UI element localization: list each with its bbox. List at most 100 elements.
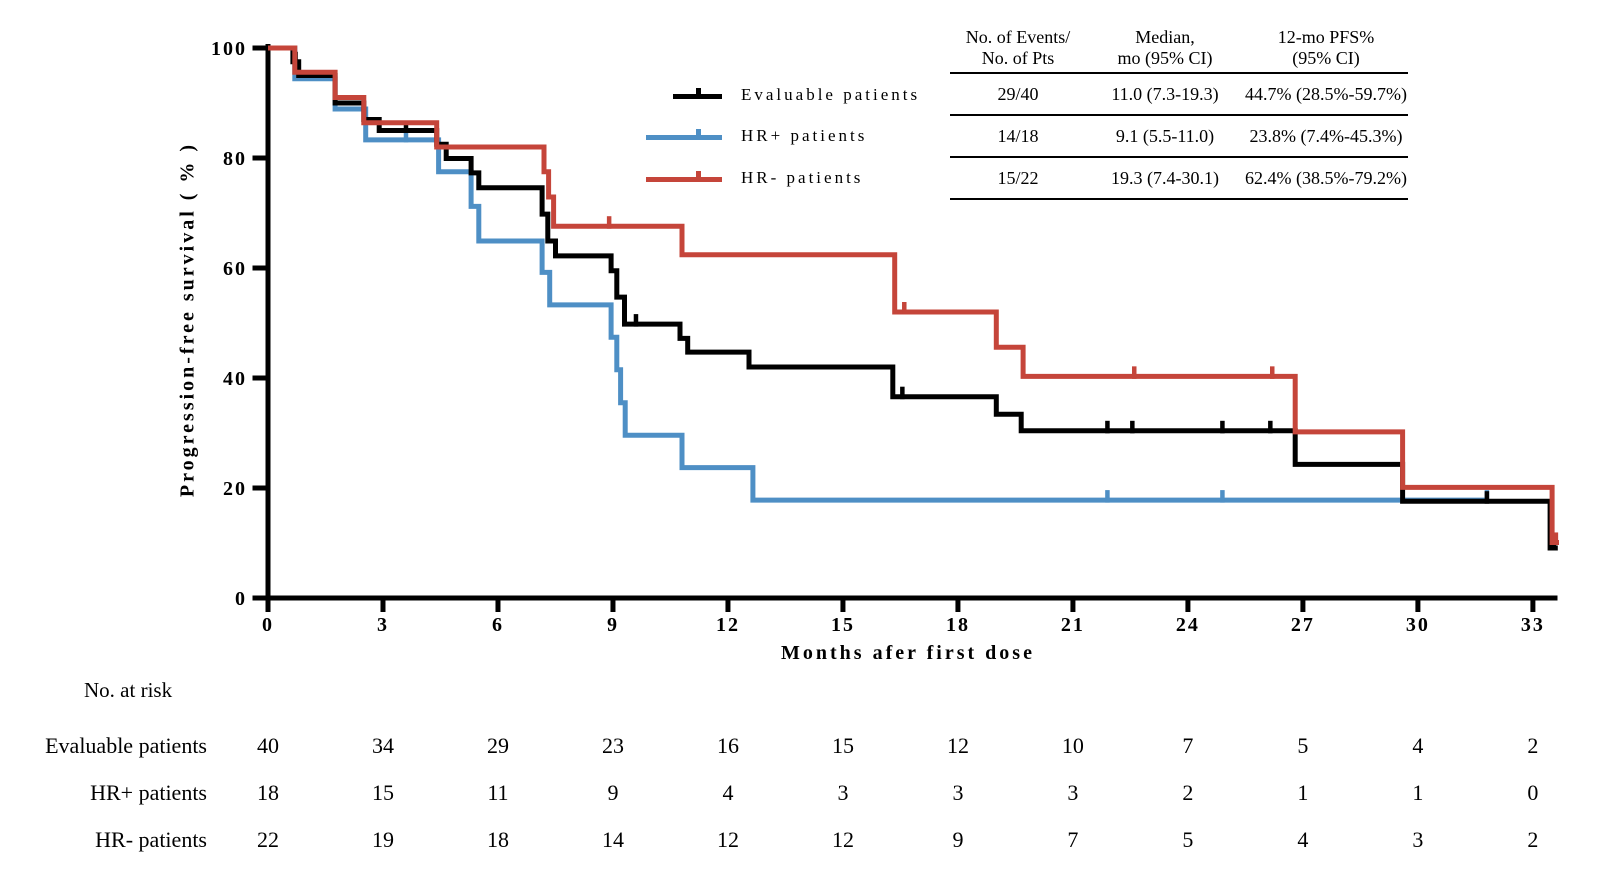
risk-count: 19 (371, 827, 394, 852)
x-tick (1530, 600, 1536, 612)
risk-count: 14 (601, 827, 624, 852)
x-tick-label: 12 (716, 614, 740, 636)
stats-row-hr-plus: 14/18 9.1 (5.5-11.0) 23.8% (7.4%-45.3%) (950, 116, 1408, 158)
risk-count: 3 (952, 780, 964, 805)
risk-count: 40 (257, 733, 279, 758)
risk-count: 3 (837, 780, 849, 805)
x-tick (610, 600, 616, 612)
risk-count: 16 (716, 733, 739, 758)
x-tick (1300, 600, 1306, 612)
x-axis-label: Months afer first dose (781, 642, 1035, 664)
risk-count: 7 (1182, 733, 1194, 758)
legend-line-sample-red (646, 170, 722, 186)
risk-count: 4 (1412, 733, 1424, 758)
risk-count: 22 (257, 827, 279, 852)
censor-tick (1220, 490, 1225, 503)
y-tick-label: 80 (223, 148, 247, 170)
stats-col-median: Median, mo (95% CI) (1086, 27, 1244, 69)
y-tick (252, 265, 266, 271)
stats-cell: 9.1 (5.5-11.0) (1115, 125, 1215, 146)
y-axis-label: Progression-free survival ( % ) (176, 141, 199, 498)
km-curve-hr--patients (268, 45, 1559, 545)
risk-count: 12 (831, 827, 854, 852)
y-tick-label: 40 (223, 368, 247, 390)
risk-count: 2 (1527, 733, 1539, 758)
x-tick (725, 600, 731, 612)
stats-col-median-line2: mo (95% CI) (1117, 48, 1213, 68)
y-tick-label: 100 (211, 38, 247, 60)
censor-tick (1553, 532, 1559, 545)
x-tick-label: 21 (1061, 614, 1085, 636)
censor-tick (902, 302, 907, 315)
stats-col-events: No. of Events/ No. of Pts (950, 27, 1086, 69)
censor-tick (1269, 366, 1275, 379)
y-tick (252, 45, 266, 51)
risk-count: 7 (1067, 827, 1079, 852)
stats-col-events-line1: No. of Events/ (965, 27, 1071, 47)
risk-count: 9 (952, 827, 964, 852)
x-tick (380, 600, 386, 612)
legend-censor-tick-icon (696, 88, 701, 99)
legend-item-evaluable: Evaluable patients (646, 84, 920, 106)
stats-col-pfs: 12-mo PFS% (95% CI) (1244, 27, 1408, 69)
risk-count: 23 (601, 733, 624, 758)
risk-count: 15 (831, 733, 854, 758)
x-tick-label: 15 (831, 614, 855, 636)
stats-table: No. of Events/ No. of Pts Median, mo (95… (950, 27, 1408, 200)
risk-row-counts: 40 34 29 23 16 15 12 10 7 5 4 2 (0, 731, 1618, 761)
x-tick (1185, 600, 1191, 612)
risk-count: 18 (486, 827, 509, 852)
risk-count: 34 (371, 733, 394, 758)
censor-tick (606, 216, 612, 229)
stats-col-pfs-line2: (95% CI) (1292, 48, 1360, 68)
risk-count: 29 (486, 733, 509, 758)
legend-line-icon (646, 135, 722, 140)
stats-cell: 14/18 (997, 125, 1039, 146)
risk-row-label: HR+ patients (90, 780, 207, 805)
censor-tick (1130, 420, 1135, 434)
risk-count: 18 (257, 780, 279, 805)
y-tick-label: 0 (235, 588, 247, 610)
censor-tick (1484, 491, 1490, 504)
x-tick-label: 3 (377, 614, 389, 636)
y-tick (252, 155, 266, 161)
y-tick (252, 375, 266, 381)
risk-count: 4 (722, 780, 734, 805)
risk-row-counts: 22 19 18 14 12 12 9 7 5 4 3 2 (0, 825, 1618, 855)
risk-row-label: Evaluable patients (45, 733, 207, 758)
stats-cell: 29/40 (997, 83, 1039, 104)
risk-count: 10 (1061, 733, 1084, 758)
risk-count: 5 (1297, 733, 1309, 758)
x-tick-label: 9 (607, 614, 619, 636)
censor-tick (1105, 420, 1110, 434)
stats-cell: 15/22 (997, 167, 1039, 188)
stats-col-events-line2: No. of Pts (981, 48, 1055, 68)
risk-count: 0 (1527, 780, 1539, 805)
x-tick-label: 6 (492, 614, 504, 636)
stats-col-median-line1: Median, (1135, 27, 1195, 47)
stats-row-evaluable: 29/40 11.0 (7.3-19.3) 44.7% (28.5%-59.7%… (950, 74, 1408, 116)
risk-count: 15 (371, 780, 394, 805)
legend-item-hr-plus: HR+ patients (646, 125, 867, 147)
x-tick (1415, 600, 1421, 612)
x-tick (840, 600, 846, 612)
y-axis (265, 44, 271, 601)
x-tick-label: 33 (1521, 614, 1545, 636)
censor-tick (1105, 490, 1110, 503)
censor-tick (1220, 420, 1225, 434)
stats-cell: 62.4% (38.5%-79.2%) (1245, 167, 1407, 188)
y-tick-label: 20 (223, 478, 247, 500)
censor-tick (403, 129, 409, 143)
y-tick-label: 60 (223, 258, 247, 280)
risk-count: 12 (716, 827, 739, 852)
x-tick (265, 600, 271, 612)
legend-line-sample-blue (646, 128, 722, 144)
censor-tick (633, 314, 639, 327)
risk-row-label: HR- patients (95, 827, 207, 852)
legend-censor-tick-icon (696, 129, 701, 140)
legend-censor-tick-icon (696, 171, 701, 182)
risk-count: 1 (1297, 780, 1309, 805)
censor-tick (900, 386, 905, 400)
stats-row-hr-minus: 15/22 19.3 (7.4-30.1) 62.4% (38.5%-79.2%… (950, 158, 1408, 200)
risk-count: 9 (607, 780, 619, 805)
